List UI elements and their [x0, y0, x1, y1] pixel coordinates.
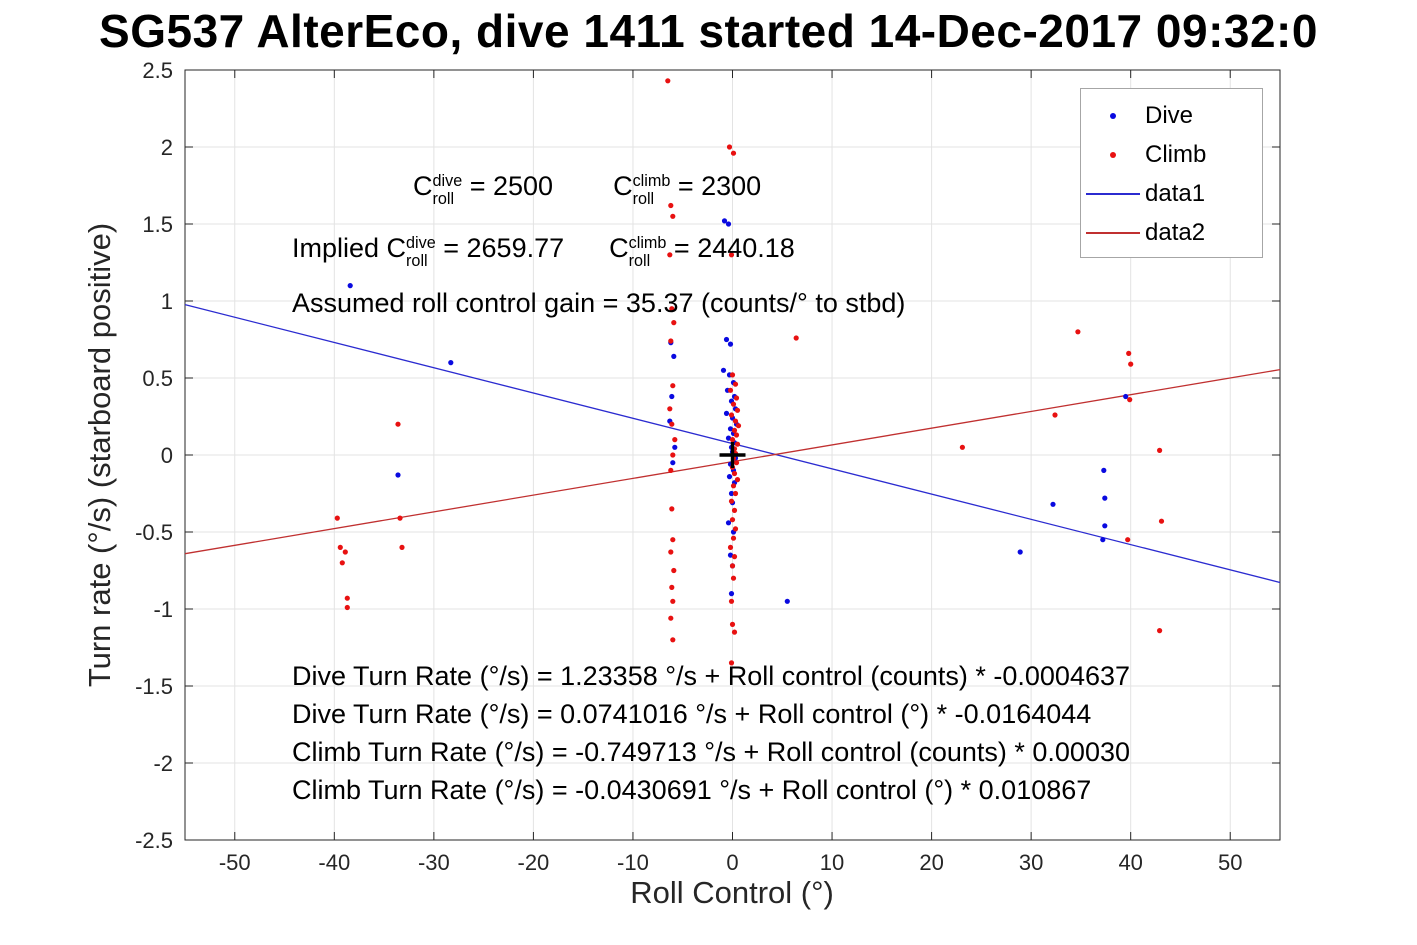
annotation-climb-eq-counts: Climb Turn Rate (°/s) = -0.749713 °/s + …	[292, 737, 1130, 767]
svg-text:10: 10	[820, 850, 844, 875]
svg-text:-40: -40	[318, 850, 350, 875]
sub-superscript: climb roll	[628, 233, 667, 270]
annotation-dive-eq-deg: Dive Turn Rate (°/s) = 0.0741016 °/s + R…	[292, 699, 1092, 729]
sub-superscript: dive roll	[432, 171, 463, 208]
legend-dot-marker-icon	[1081, 112, 1145, 119]
axes-box	[184, 69, 1281, 841]
svg-text:-1: -1	[153, 597, 173, 622]
legend-line-marker-icon	[1081, 231, 1145, 234]
svg-text:0: 0	[161, 443, 173, 468]
origin-plus-marker	[719, 442, 746, 468]
svg-text:50: 50	[1218, 850, 1242, 875]
legend-entry-climb: Climb	[1081, 135, 1262, 174]
legend-entry-data1: data1	[1081, 174, 1262, 213]
legend-entry-data2: data2	[1081, 213, 1262, 252]
scatter-dive	[347, 218, 1129, 604]
svg-text:1.5: 1.5	[142, 212, 173, 237]
annotation-roll-gain: Assumed roll control gain = 35.37 (count…	[292, 288, 906, 318]
annotation-dive-eq-counts: Dive Turn Rate (°/s) = 1.23358 °/s + Rol…	[292, 661, 1131, 691]
legend-label: data2	[1145, 218, 1206, 246]
legend-line-marker-icon	[1081, 192, 1145, 195]
svg-text:-1.5: -1.5	[135, 674, 173, 699]
sub-superscript: climb roll	[632, 171, 671, 208]
legend: Dive Climb data1 data2	[1080, 88, 1263, 258]
scatter-climb	[334, 78, 1165, 666]
legend-entry-dive: Dive	[1081, 96, 1262, 135]
legend-label: Climb	[1145, 140, 1207, 168]
svg-text:-2: -2	[153, 751, 173, 776]
legend-label: data1	[1145, 179, 1206, 207]
annotation-climb-eq-deg: Climb Turn Rate (°/s) = -0.0430691 °/s +…	[292, 775, 1092, 805]
svg-text:30: 30	[1019, 850, 1043, 875]
legend-label: Dive	[1145, 101, 1194, 129]
svg-text:-0.5: -0.5	[135, 520, 173, 545]
svg-text:-20: -20	[518, 850, 550, 875]
svg-text:2: 2	[161, 135, 173, 160]
svg-text:-50: -50	[219, 850, 251, 875]
svg-text:0.5: 0.5	[142, 366, 173, 391]
sub-superscript: dive roll	[406, 233, 436, 270]
svg-text:0: 0	[726, 850, 738, 875]
svg-text:-10: -10	[617, 850, 649, 875]
tick-labels: -50 -40 -30 -20 -10 0 10 20 30 40 50-2.5-2-1.5-1-0…	[135, 58, 1242, 875]
svg-text:40: 40	[1118, 850, 1142, 875]
x-axis-label: Roll Control (°)	[630, 875, 834, 910]
y-axis-label: Turn rate (°/s) (starboard positive)	[82, 222, 117, 688]
svg-text:-2.5: -2.5	[135, 828, 173, 853]
svg-text:-30: -30	[418, 850, 450, 875]
svg-text:20: 20	[919, 850, 943, 875]
svg-text:2.5: 2.5	[142, 58, 173, 83]
svg-text:1: 1	[161, 289, 173, 314]
chart-title: SG537 AlterEco, dive 1411 started 14-Dec…	[99, 5, 1318, 57]
legend-dot-marker-icon	[1081, 151, 1145, 158]
